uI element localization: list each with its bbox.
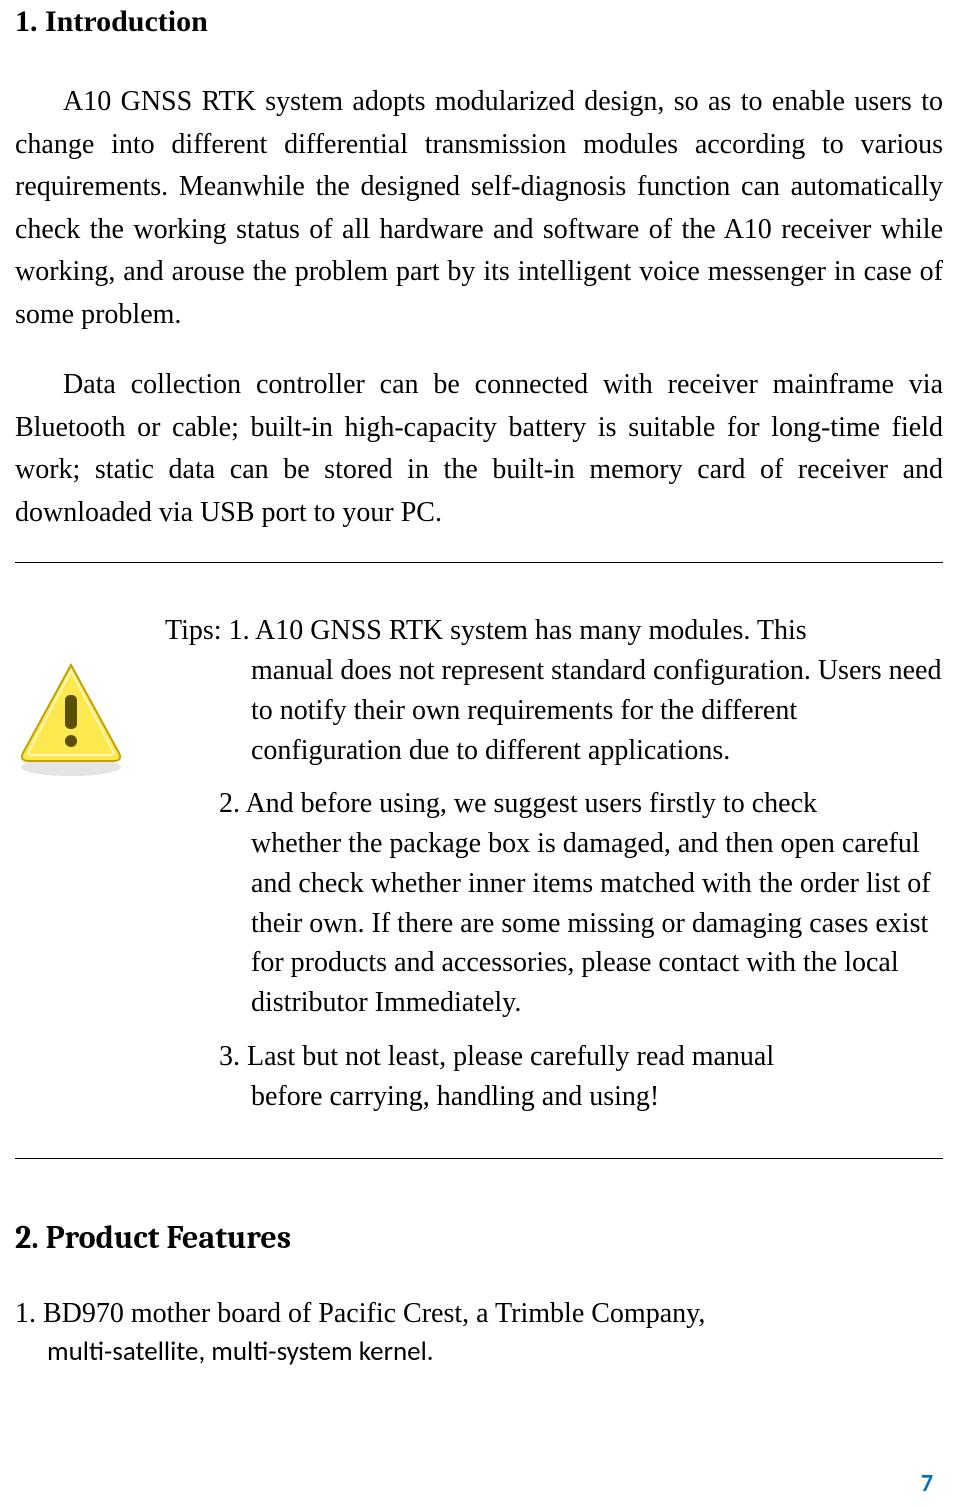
tips-content: Tips: 1. A10 GNSS RTK system has many mo… [165,611,943,1130]
tip-2-body: whether the package box is damaged, and … [165,824,943,1023]
tip-1-body: manual does not represent standard confi… [165,651,943,770]
divider-bottom [15,1158,943,1159]
page-number: 7 [921,1469,933,1498]
feature-item-1-line-1: 1. BD970 mother board of Pacific Crest, … [15,1294,943,1335]
intro-paragraph-2: Data collection controller can be connec… [15,364,943,534]
section-2-heading: 2. Product Features [15,1219,943,1256]
tip-3: 3. Last but not least, please carefully … [165,1037,943,1117]
feature-list: 1. BD970 mother board of Pacific Crest, … [15,1294,943,1368]
section-1-heading: 1. Introduction [15,5,943,39]
warning-icon [15,659,127,779]
divider-top [15,562,943,563]
tip-3-line-1: 3. Last but not least, please carefully … [165,1037,943,1077]
intro-paragraph-1: A10 GNSS RTK system adopts modularized d… [15,81,943,336]
tips-icon-column [15,611,165,779]
tip-2: 2. And before using, we suggest users fi… [165,784,943,1023]
tip-1-line-1: Tips: 1. A10 GNSS RTK system has many mo… [165,611,943,651]
tips-section: Tips: 1. A10 GNSS RTK system has many mo… [15,573,943,1148]
tip-3-body: before carrying, handling and using! [165,1077,943,1117]
tip-1: Tips: 1. A10 GNSS RTK system has many mo… [165,611,943,770]
tip-2-line-1: 2. And before using, we suggest users fi… [165,784,943,824]
feature-item-1-line-2: multi-satellite, multi-system kernel. [15,1335,943,1368]
